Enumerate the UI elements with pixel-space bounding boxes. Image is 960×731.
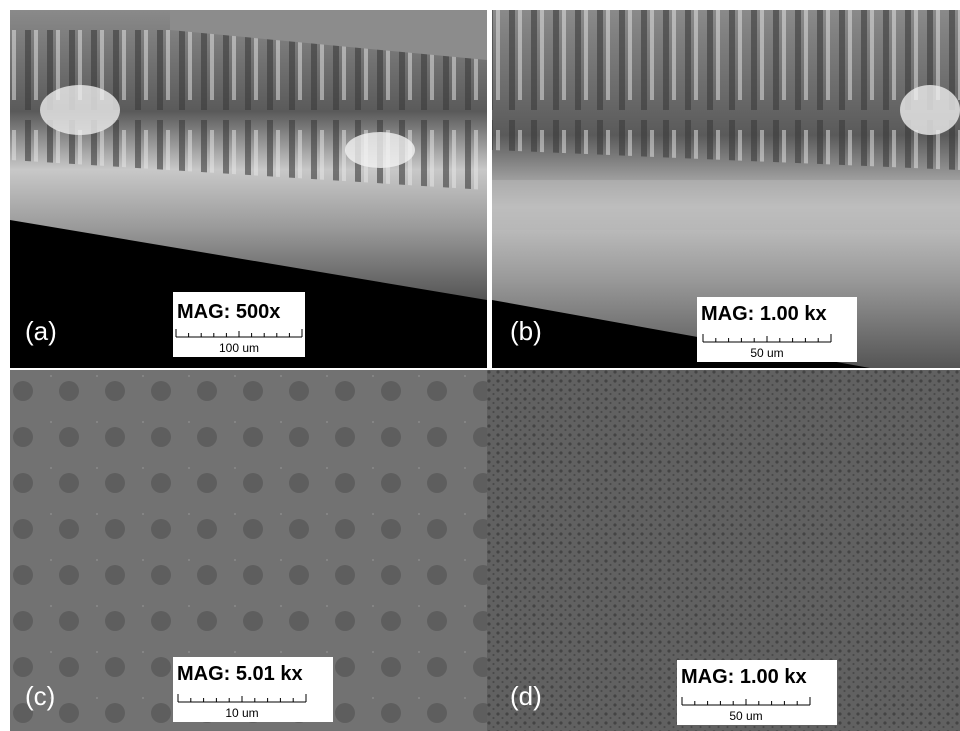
scale-text: 50 um — [750, 346, 783, 360]
scale-text: 100 um — [219, 341, 259, 355]
page: {"panels": [ {"label": "(a)", "magnifica… — [0, 0, 960, 731]
panel-a: (a) MAG: 500x 100 um — [10, 10, 487, 368]
panel-label: (d) — [510, 681, 542, 711]
magnification: MAG: 500x — [177, 301, 280, 323]
magnification: MAG: 1.00 kx — [681, 666, 807, 688]
panel-label: (c) — [25, 681, 55, 711]
panel-label: (b) — [510, 316, 542, 346]
panel-c: (c) MAG: 5.01 kx 10 um — [10, 370, 487, 731]
panel-d: (d) MAG: 1.00 kx 50 um — [487, 370, 960, 731]
panel-b: (b) MAG: 1.00 kx 50 um — [492, 10, 960, 368]
magnification: MAG: 5.01 kx — [177, 663, 303, 685]
magnification: MAG: 1.00 kx — [701, 303, 827, 325]
figure: (a) MAG: 500x 100 um (b) MAG: 1.00 kx 50… — [0, 0, 960, 731]
scale-text: 50 um — [729, 709, 762, 723]
scale-text: 10 um — [225, 706, 258, 720]
panel-label: (a) — [25, 316, 57, 346]
